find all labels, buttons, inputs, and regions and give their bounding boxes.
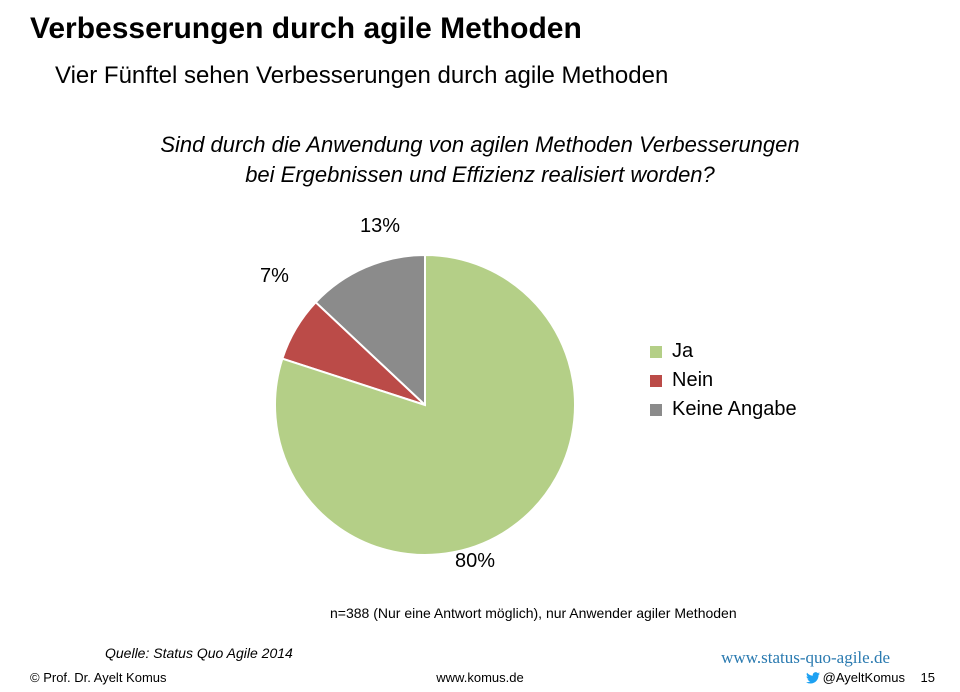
pct-label-nein: 7% bbox=[260, 265, 289, 288]
slide-subtitle: Vier Fünftel sehen Verbesserungen durch … bbox=[55, 62, 668, 90]
legend-item-nein: Nein bbox=[650, 369, 797, 392]
legend-swatch-ja bbox=[650, 346, 662, 358]
sample-note: n=388 (Nur eine Antwort möglich), nur An… bbox=[330, 605, 737, 621]
legend-swatch-nein bbox=[650, 375, 662, 387]
legend-label: Ja bbox=[672, 340, 693, 363]
pie-chart: 13% 7% 80% Ja Nein Keine Angabe bbox=[150, 210, 810, 600]
page-number: 15 bbox=[921, 670, 935, 685]
legend-item-keine-angabe: Keine Angabe bbox=[650, 398, 797, 421]
twitter-handle: @AyeltKomus bbox=[806, 670, 905, 687]
slide-title: Verbesserungen durch agile Methoden bbox=[30, 12, 582, 46]
handle-text: @AyeltKomus bbox=[823, 670, 905, 685]
legend: Ja Nein Keine Angabe bbox=[650, 340, 797, 427]
slide-question: Sind durch die Anwendung von agilen Meth… bbox=[155, 130, 805, 189]
legend-swatch-keine-angabe bbox=[650, 404, 662, 416]
pct-label-keine-angabe: 13% bbox=[360, 215, 400, 238]
source-text: Quelle: Status Quo Agile 2014 bbox=[105, 645, 293, 661]
pct-label-ja: 80% bbox=[455, 550, 495, 573]
legend-label: Keine Angabe bbox=[672, 398, 797, 421]
pie-svg bbox=[270, 230, 580, 580]
slide: Verbesserungen durch agile Methoden Vier… bbox=[0, 0, 960, 692]
legend-label: Nein bbox=[672, 369, 713, 392]
legend-item-ja: Ja bbox=[650, 340, 797, 363]
right-link: www.status-quo-agile.de bbox=[721, 648, 890, 668]
twitter-icon bbox=[806, 672, 820, 687]
